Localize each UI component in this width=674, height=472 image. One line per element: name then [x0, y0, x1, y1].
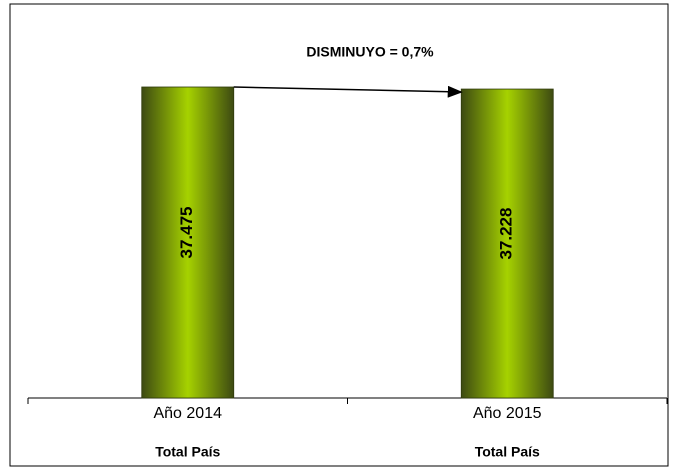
x-tick-label: Año 2014 [153, 405, 222, 422]
chart-frame [9, 3, 669, 467]
change-arrow [233, 85, 463, 98]
bar [460, 88, 554, 399]
bar [141, 86, 235, 399]
x-sublabel: Total País [155, 444, 220, 460]
x-tick-label: Año 2015 [473, 405, 542, 422]
value-label: 37.475 [177, 207, 196, 259]
x-sublabel: Total País [475, 444, 540, 460]
value-label: 37.228 [497, 208, 516, 260]
annotation: DISMINUYO = 0,7% [306, 44, 434, 60]
